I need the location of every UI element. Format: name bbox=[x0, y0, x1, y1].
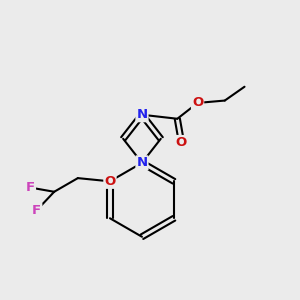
Text: O: O bbox=[104, 175, 116, 188]
Text: N: N bbox=[136, 108, 148, 121]
Text: O: O bbox=[192, 96, 203, 110]
Text: F: F bbox=[26, 181, 35, 194]
Text: O: O bbox=[176, 136, 187, 149]
Text: N: N bbox=[136, 156, 148, 170]
Text: F: F bbox=[32, 204, 41, 217]
